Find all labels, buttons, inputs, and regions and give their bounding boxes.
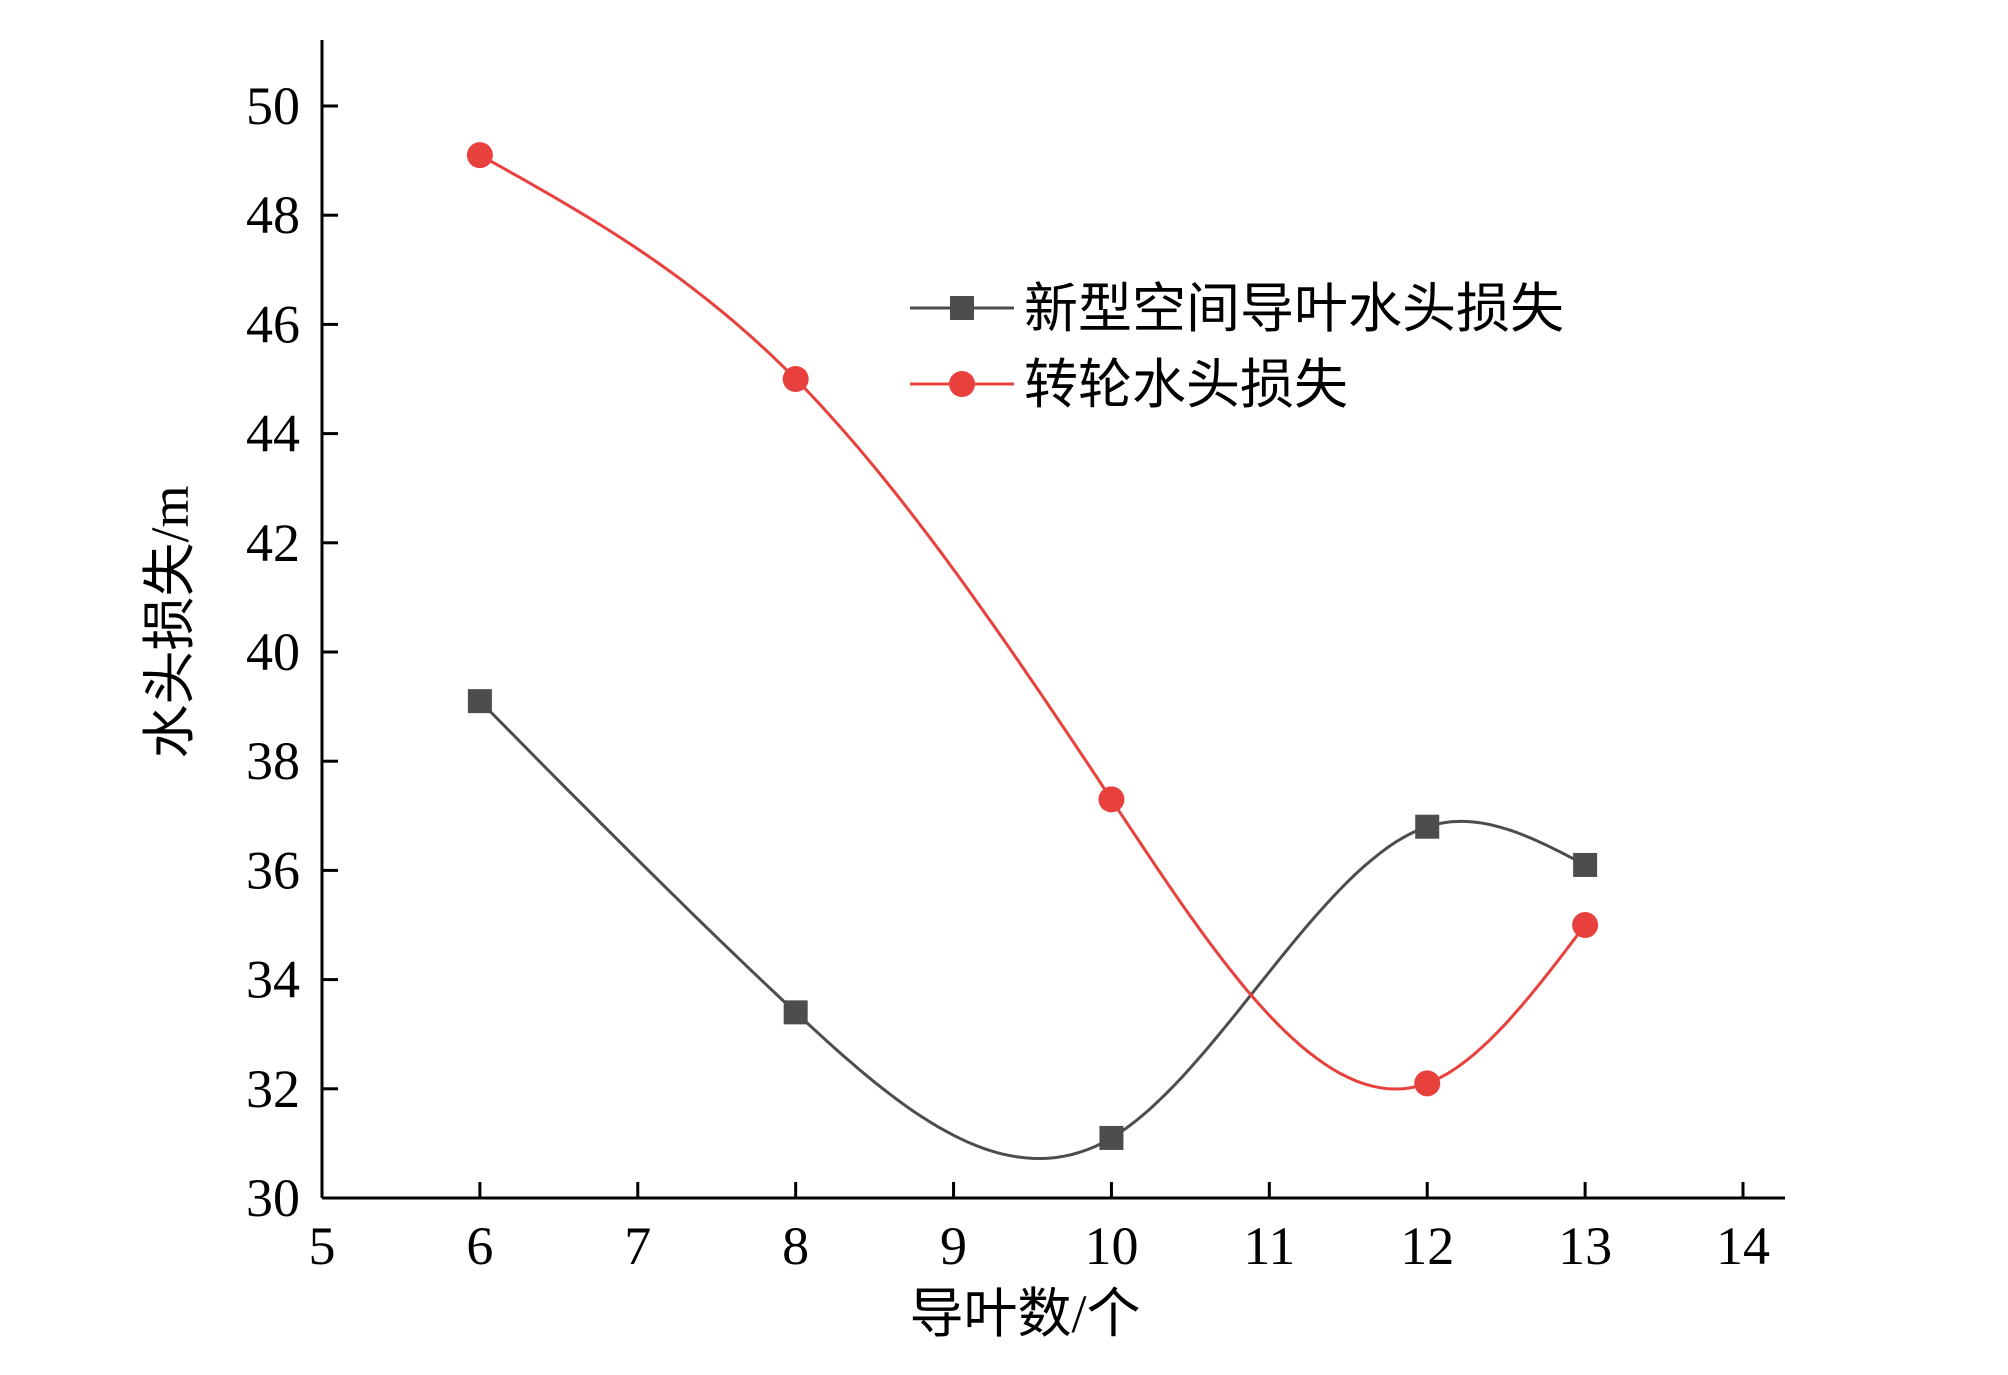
legend-item: 转轮水头损失 — [910, 355, 1348, 415]
x-tick-label: 13 — [1558, 1216, 1612, 1276]
data-point — [466, 142, 493, 169]
legend-label: 新型空间导叶水头损失 — [1024, 279, 1564, 339]
y-tick-label: 44 — [246, 404, 300, 464]
legend-marker — [949, 371, 975, 397]
x-tick-label: 5 — [309, 1216, 336, 1276]
x-tick-label: 6 — [466, 1216, 493, 1276]
series-2 — [466, 142, 1599, 1097]
y-tick-label: 46 — [246, 294, 300, 354]
y-tick-label: 42 — [246, 513, 300, 573]
data-point — [1572, 912, 1599, 938]
axes: 5 6 7 8 9 10 11 12 13 14 30 32 34 36 38 40 42 44 46 48 50 — [246, 40, 1785, 1276]
y-axis-title: 水头损失/m — [140, 485, 200, 758]
legend-item: 新型空间导叶水头损失 — [910, 279, 1564, 339]
x-tick-label: 14 — [1716, 1216, 1770, 1276]
data-point — [1415, 814, 1440, 839]
y-tick-label: 38 — [246, 731, 300, 791]
x-tick-label: 10 — [1084, 1216, 1138, 1276]
x-tick-label: 7 — [624, 1216, 651, 1276]
y-tick-label: 32 — [246, 1059, 300, 1119]
series-1 — [467, 689, 1598, 1161]
y-tick-label: 34 — [246, 950, 300, 1010]
y-tick-label: 50 — [246, 76, 300, 136]
x-tick-label: 9 — [940, 1216, 967, 1276]
legend-marker — [950, 296, 974, 320]
data-point — [783, 1000, 808, 1025]
data-point — [1099, 1125, 1124, 1150]
series-layer — [466, 142, 1599, 1161]
x-tick-label: 12 — [1400, 1216, 1454, 1276]
x-tick-label: 11 — [1243, 1216, 1295, 1276]
y-tick-label: 36 — [246, 840, 300, 900]
data-point — [1414, 1070, 1441, 1097]
y-tick-label: 40 — [246, 622, 300, 682]
data-point — [467, 689, 492, 714]
x-tick-label: 8 — [782, 1216, 809, 1276]
y-tick-label: 48 — [246, 185, 300, 245]
legend-label: 转轮水头损失 — [1024, 355, 1348, 415]
data-point — [1573, 852, 1598, 877]
y-tick-label: 30 — [246, 1168, 300, 1228]
x-axis-title: 导叶数/个 — [909, 1284, 1140, 1344]
data-point — [1098, 786, 1125, 813]
data-point — [782, 366, 809, 392]
